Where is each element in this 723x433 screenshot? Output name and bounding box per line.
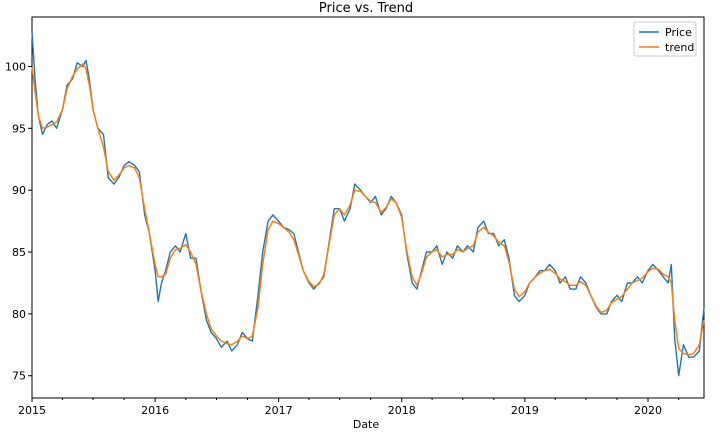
y-tick-label-75: 75 <box>12 370 26 383</box>
y-tick-label-80: 80 <box>12 308 26 321</box>
legend-label-price: Price <box>665 26 692 39</box>
x-axis-label: Date <box>353 418 380 431</box>
series-layer <box>31 31 705 377</box>
series-line-price <box>31 31 705 377</box>
legend-label-trend: trend <box>665 41 694 54</box>
x-tick-label-2019: 2019 <box>511 404 539 417</box>
series-line-trend <box>31 63 705 356</box>
x-tick-label-2016: 2016 <box>141 404 169 417</box>
x-tick-label-2018: 2018 <box>388 404 416 417</box>
x-tick-label-2015: 2015 <box>18 404 46 417</box>
plot-area <box>31 16 705 399</box>
x-axis: 2015 2016 2017 2018 2019 2020 <box>18 398 680 417</box>
legend: Price trend <box>633 21 697 57</box>
x-tick-label-2017: 2017 <box>265 404 293 417</box>
y-tick-label-100: 100 <box>5 60 26 73</box>
x-tick-label-2020: 2020 <box>634 404 662 417</box>
y-tick-label-90: 90 <box>12 184 26 197</box>
y-axis: 75 80 85 90 95 100 <box>5 60 32 383</box>
y-tick-label-85: 85 <box>12 246 26 259</box>
chart-title: Price vs. Trend <box>319 1 413 16</box>
y-tick-label-95: 95 <box>12 122 26 135</box>
